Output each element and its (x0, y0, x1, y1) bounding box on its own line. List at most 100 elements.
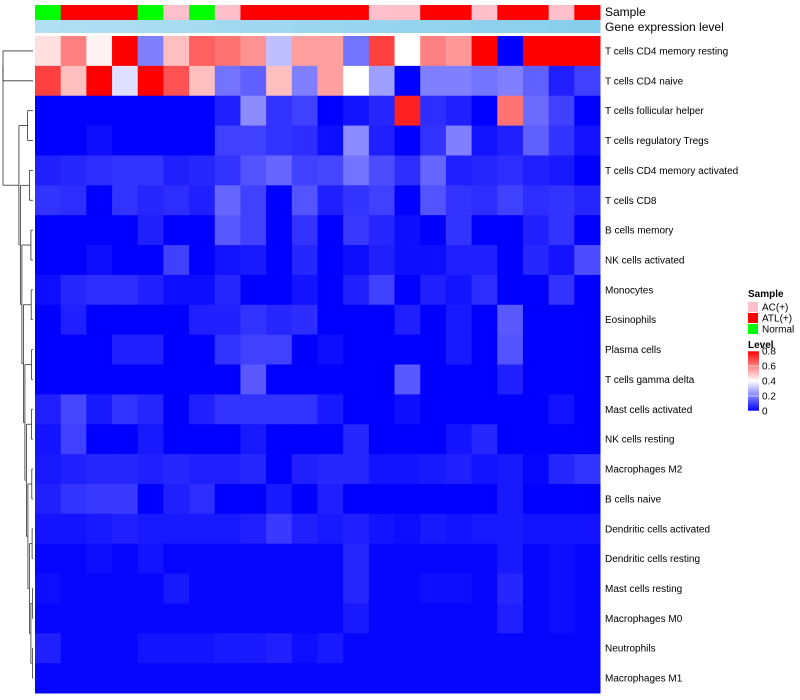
heatmap-cell (368, 304, 396, 336)
sample-annotation-cell (60, 5, 87, 20)
heatmap-cell (420, 483, 447, 515)
heatmap-cell (163, 483, 190, 515)
heatmap-cell (86, 215, 113, 246)
heatmap-cell (112, 573, 139, 604)
row-label: T cells regulatory Tregs (605, 136, 709, 147)
sample-annotation-cell (240, 5, 267, 20)
heatmap-cell (240, 65, 267, 97)
heatmap-cell (189, 65, 216, 97)
row-label: Mast cells activated (605, 405, 692, 416)
heatmap-cell (317, 603, 344, 634)
heatmap-cell (163, 454, 190, 485)
heatmap-cell (368, 125, 396, 156)
heatmap-cell (368, 663, 396, 694)
heatmap-cell (86, 364, 113, 395)
heatmap-cell (445, 334, 473, 365)
heatmap-cell (522, 215, 550, 246)
heatmap-cell (317, 215, 344, 246)
expression-annotation-cell (189, 20, 216, 33)
sample-annotation-cell (189, 5, 216, 20)
expression-annotation-cell (574, 20, 601, 33)
heatmap-cell (214, 424, 241, 455)
heatmap-cell (317, 185, 344, 216)
heatmap-cell (291, 513, 318, 545)
level-tick-label: 0 (762, 407, 768, 418)
heatmap-cell (214, 394, 241, 425)
expression-annotation-cell (266, 20, 293, 33)
heatmap-cell (86, 304, 113, 336)
heatmap-cell (86, 603, 113, 634)
heatmap-cell (574, 334, 601, 365)
heatmap-cell (137, 65, 164, 97)
level-tick-label: 0.2 (762, 392, 776, 403)
heatmap-cell (214, 215, 241, 246)
heatmap-cell (548, 36, 575, 67)
expression-annotation-cell (445, 20, 473, 33)
heatmap-cell (522, 65, 550, 97)
heatmap-cell (497, 65, 524, 97)
heatmap-cell (291, 633, 318, 664)
heatmap-cell (497, 513, 524, 545)
heatmap-cell (445, 364, 473, 395)
heatmap-cell (240, 125, 267, 156)
heatmap-cell (497, 274, 524, 306)
heatmap-cell (522, 663, 550, 694)
heatmap-cell (86, 663, 113, 694)
expression-annotation-cell (163, 20, 190, 33)
heatmap-cell (112, 125, 139, 156)
expression-annotation-cell (214, 20, 241, 33)
heatmap-cell (60, 215, 87, 246)
heatmap-cell (497, 454, 524, 485)
heatmap-cell (35, 573, 62, 604)
heatmap-cell (471, 483, 498, 515)
heatmap-cell (86, 543, 113, 575)
heatmap-cell (420, 334, 447, 365)
heatmap-cell (420, 155, 447, 186)
heatmap-cell (471, 364, 498, 395)
heatmap-cell (522, 245, 550, 276)
heatmap-cell (214, 125, 241, 156)
heatmap-cell (548, 483, 575, 515)
heatmap-cell (86, 274, 113, 306)
heatmap-cell (163, 334, 190, 365)
heatmap-cell (548, 573, 575, 604)
heatmap-cell (189, 95, 216, 127)
heatmap-cell (548, 394, 575, 425)
heatmap-cell (291, 155, 318, 186)
heatmap-cell (497, 245, 524, 276)
heatmap-cell (86, 513, 113, 545)
level-tick-label: 0.6 (762, 362, 776, 373)
heatmap-cell (35, 36, 62, 67)
heatmap-cell (317, 513, 344, 545)
sample-annotation-cell (112, 5, 139, 20)
heatmap-cell (189, 245, 216, 276)
heatmap-cell (445, 424, 473, 455)
heatmap-cell (343, 215, 370, 246)
heatmap-cell (240, 424, 267, 455)
heatmap-cell (548, 513, 575, 545)
heatmap-cell (497, 424, 524, 455)
heatmap-cell (368, 364, 396, 395)
heatmap-cell (60, 185, 87, 216)
heatmap-cell (445, 603, 473, 634)
legend-sample-title: Sample (748, 289, 784, 300)
heatmap-cell (112, 185, 139, 216)
heatmap-cell (445, 36, 473, 67)
heatmap-cell (343, 633, 370, 664)
heatmap-cell (394, 573, 421, 604)
heatmap-cell (266, 334, 293, 365)
heatmap-cell (445, 663, 473, 694)
heatmap-cell (35, 185, 62, 216)
heatmap-cell (266, 155, 293, 186)
heatmap-cell (394, 364, 421, 395)
heatmap-cell (291, 185, 318, 216)
heatmap-cell (394, 424, 421, 455)
heatmap-cell (163, 603, 190, 634)
heatmap-cell (137, 454, 164, 485)
heatmap-cell (497, 573, 524, 604)
heatmap-cell (420, 513, 447, 545)
heatmap-cell (86, 454, 113, 485)
heatmap-cell (291, 125, 318, 156)
